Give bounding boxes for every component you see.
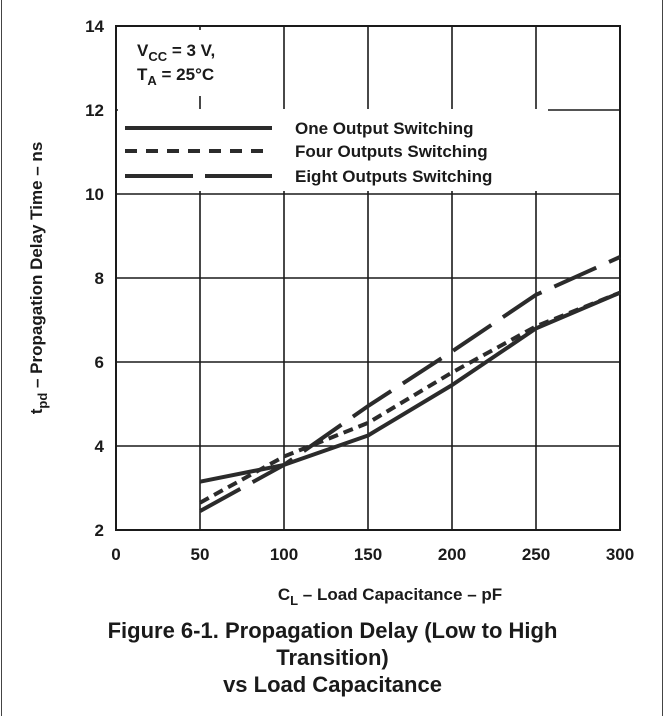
y-tick-label: 2 <box>95 521 104 540</box>
series-line-2 <box>199 290 621 505</box>
x-tick-label: 50 <box>191 545 210 564</box>
y-axis-ticks: 2 4 6 8 10 12 14 <box>85 17 104 540</box>
x-tick-label: 0 <box>111 545 120 564</box>
y-tick-label: 12 <box>85 101 104 120</box>
y-tick-label: 10 <box>85 185 104 204</box>
caption-line-3: vs Load Capacitance <box>223 672 442 697</box>
conditions-ta: TA = 25°C <box>137 65 214 88</box>
legend-label-2: Four Outputs Switching <box>295 142 488 161</box>
propagation-delay-chart: 0 50 100 150 200 250 300 2 4 6 8 10 12 14 VCC = 3 V,… <box>27 17 634 608</box>
y-tick-label: 4 <box>95 437 105 456</box>
y-axis-title: tpd – Propagation Delay Time – ns <box>27 142 50 415</box>
y-tick-label: 8 <box>95 269 104 288</box>
x-axis-ticks: 0 50 100 150 200 250 300 <box>111 545 634 564</box>
caption-line-1: Figure 6-1. Propagation Delay (Low to Hi… <box>107 618 558 643</box>
grid-lines <box>115 25 621 531</box>
conditions-box <box>118 30 260 96</box>
plot-area <box>115 25 621 531</box>
caption-line-2: Transition) <box>276 645 389 670</box>
y-tick-label: 14 <box>85 17 104 36</box>
x-tick-label: 250 <box>522 545 550 564</box>
x-tick-label: 200 <box>438 545 466 564</box>
series-line-3 <box>199 255 621 513</box>
x-tick-label: 100 <box>270 545 298 564</box>
figure-caption: Figure 6-1. Propagation Delay (Low to Hi… <box>40 617 625 698</box>
legend-label-3: Eight Outputs Switching <box>295 167 492 186</box>
x-tick-label: 150 <box>354 545 382 564</box>
series-lines <box>199 255 621 513</box>
conditions-vcc: VCC = 3 V, <box>137 41 215 64</box>
legend: One Output Switching Four Outputs Switchi… <box>125 119 492 186</box>
legend-label-1: One Output Switching <box>295 119 473 138</box>
series-line-1 <box>199 290 621 484</box>
x-axis-title: CL – Load Capacitance – pF <box>278 585 502 608</box>
y-tick-label: 6 <box>95 353 104 372</box>
x-tick-label: 300 <box>606 545 634 564</box>
